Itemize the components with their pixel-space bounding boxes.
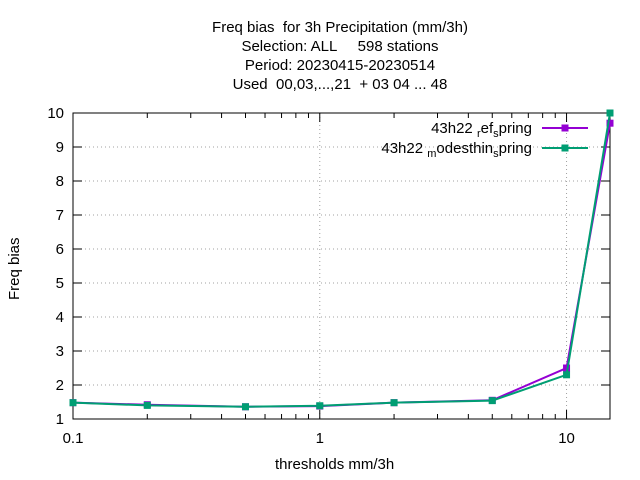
series-1-point-2 [241,403,249,411]
legend-label-0: 43h22 refspring [431,120,532,140]
series-line-0 [72,123,611,408]
y-tick-label-8: 9 [56,139,64,156]
series-1-point-6 [563,371,571,379]
chart-title-line-2: Selection: ALL 598 stations [241,38,439,55]
chart-title-line-4: Used 00,03,...,21 + 03 04 ... 48 [232,76,448,93]
series-line-1 [72,112,611,408]
y-tick-label-5: 6 [56,241,64,258]
series-1-point-1 [143,401,151,409]
y-tick-label-1: 2 [56,377,64,394]
legend-marker-0 [561,124,569,132]
y-tick-label-2: 3 [56,343,64,360]
legend-label-1: 43h22 modesthinspring [381,140,532,160]
x-tick-label-0: 0.1 [63,430,84,447]
y-tick-label-3: 4 [56,309,64,326]
series-1-point-3 [316,402,324,410]
series-1-point-0 [69,399,77,407]
series-1-point-5 [488,397,496,405]
series-1-point-4 [390,399,398,407]
y-tick-label-7: 8 [56,173,64,190]
y-tick-label-4: 5 [56,275,64,292]
legend-marker-1 [561,144,569,152]
plot-border [72,112,611,420]
x-axis-label: thresholds mm/3h [275,456,395,473]
chart-title-line-1: Freq bias for 3h Precipitation (mm/3h) [212,19,468,36]
series-0-point-6 [563,364,571,372]
y-tick-label-6: 7 [56,207,64,224]
x-tick-label-2: 10 [558,430,575,447]
chart-title-line-3: Period: 20230415-20230514 [244,57,436,74]
series-1-point-7 [606,109,614,117]
x-tick-label-1: 1 [316,430,324,447]
y-tick-label-9: 10 [47,105,64,122]
y-tick-label-0: 1 [56,411,64,428]
series-0-point-7 [606,119,614,127]
